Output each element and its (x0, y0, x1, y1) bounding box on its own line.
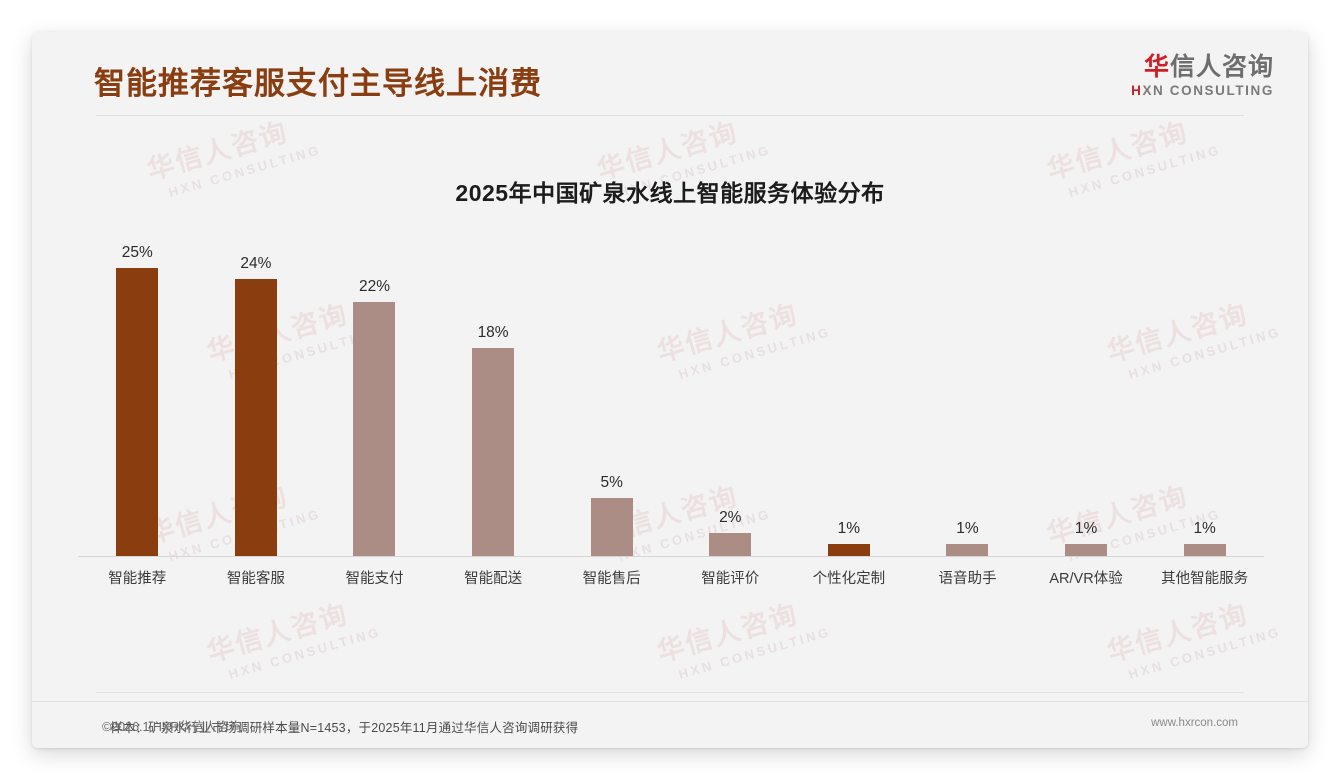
bar-category-label: 智能客服 (226, 571, 285, 587)
bar-slot: 24% 智能客服 (197, 255, 316, 587)
slide-footer: ©2026.1 HXR华信人咨询 www.hxrcon.com (32, 701, 1308, 748)
bar-value-label: 1% (1193, 520, 1216, 538)
logo-english: HXN CONSULTING (1131, 83, 1274, 98)
bar[interactable] (1065, 544, 1108, 556)
slide-header: 智能推荐客服支付主导线上消费 华信人咨询 HXN CONSULTING (32, 32, 1308, 118)
slide-card: 华信人咨询 HXN CONSULTING 华信人咨询 HXN CONSULTING 华信… (32, 32, 1308, 748)
bar-slot: 1% AR/VR体验 (1027, 256, 1146, 587)
bar-value-label: 1% (956, 520, 979, 538)
bar-value-label: 2% (719, 508, 742, 526)
bar-chart-plot: 25% 智能推荐 24% 智能客服 22% 智能支付 18% 智能配送 5% 智能售后 2% 智能评价… (78, 222, 1264, 637)
x-axis-line (78, 556, 1264, 557)
logo-en-rest: XN CONSULTING (1142, 83, 1274, 99)
bar[interactable] (946, 544, 989, 556)
bar-category-label: 语音助手 (938, 571, 997, 587)
page-title: 智能推荐客服支付主导线上消费 (94, 66, 542, 101)
bar-slot: 2% 智能评价 (671, 256, 790, 587)
chart-area: 2025年中国矿泉水线上智能服务体验分布 25% 智能推荐 24% 智能客服 22% 智能… (32, 118, 1308, 658)
bar-value-label: 1% (837, 520, 861, 538)
bar-category-label: 其他智能服务 (1161, 571, 1249, 587)
bar[interactable] (1183, 544, 1226, 556)
bar-category-label: 智能评价 (701, 571, 760, 587)
header-divider (96, 115, 1244, 116)
bar-value-label: 5% (600, 474, 623, 492)
logo-hua-char: 华 (1143, 53, 1170, 81)
website-url[interactable]: www.hxrcon.com (1151, 717, 1238, 729)
bar[interactable] (709, 532, 752, 556)
brand-logo: 华信人咨询 HXN CONSULTING (1131, 54, 1274, 98)
bar[interactable] (353, 302, 396, 556)
chart-title: 2025年中国矿泉水线上智能服务体验分布 (455, 180, 885, 206)
bar-category-label: 智能支付 (345, 571, 404, 587)
bar-category-label: 智能配送 (464, 571, 523, 587)
bar[interactable] (590, 498, 633, 556)
logo-chinese: 华信人咨询 (1131, 54, 1274, 80)
bar-value-label: 22% (358, 278, 390, 296)
logo-cn-rest: 信人咨询 (1169, 53, 1274, 81)
bar[interactable] (827, 544, 870, 556)
bar-category-label: AR/VR体验 (1049, 571, 1123, 587)
bar-category-label: 个性化定制 (812, 571, 886, 587)
bar-slot: 1% 语音助手 (908, 256, 1027, 587)
bar-series: 25% 智能推荐 24% 智能客服 22% 智能支付 18% 智能配送 5% 智能售后 2% 智能评价… (78, 244, 1264, 587)
logo-h-char: H (1131, 83, 1143, 99)
bar-category-label: 智能推荐 (108, 571, 167, 587)
bar-category-label: 智能售后 (582, 571, 641, 587)
bar-slot: 18% 智能配送 (434, 256, 553, 587)
bar-slot: 5% 智能售后 (552, 256, 671, 587)
bar-value-label: 24% (240, 255, 272, 273)
bar[interactable] (116, 267, 159, 556)
footnote-divider (96, 692, 1244, 693)
bar-slot: 1% 个性化定制 (790, 256, 909, 587)
bar-slot: 22% 智能支付 (315, 256, 434, 587)
copyright-text: ©2026.1 HXR华信人咨询 (102, 720, 242, 734)
bar-value-label: 18% (477, 324, 509, 342)
bar-slot: 1% 其他智能服务 (1145, 256, 1264, 587)
bar-slot: 25% 智能推荐 (78, 244, 197, 587)
sample-footnote: 样本：矿泉水行业市场调研样本量N=1453，于2025年11月通过华信人咨询调研… (110, 721, 579, 735)
bar[interactable] (234, 279, 277, 556)
bar-value-label: 25% (121, 243, 153, 261)
bar-value-label: 1% (1074, 520, 1098, 538)
bar[interactable] (472, 348, 515, 556)
